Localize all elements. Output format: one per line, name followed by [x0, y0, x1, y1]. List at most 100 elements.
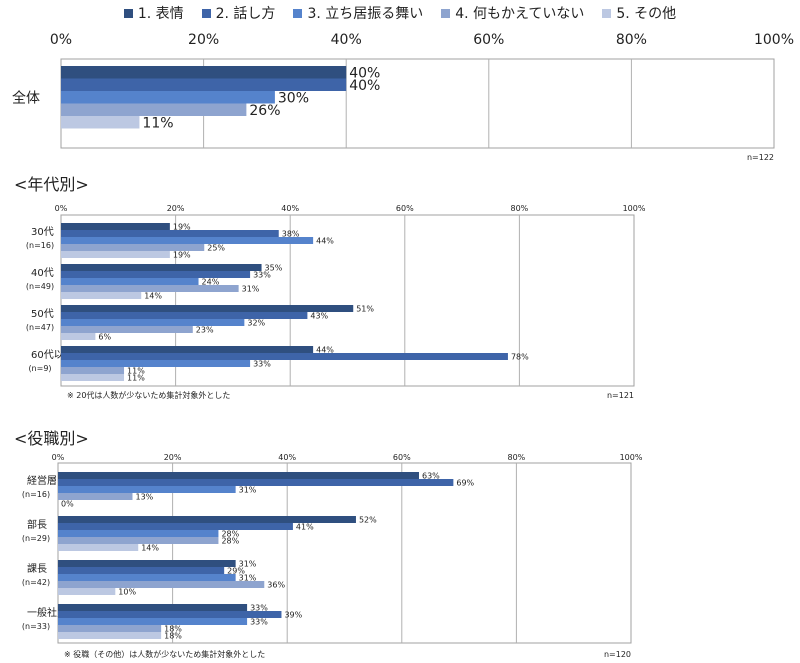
bar	[58, 625, 162, 632]
bar	[61, 271, 251, 278]
data-label: 28%	[221, 537, 239, 546]
tick-label: 100%	[620, 453, 643, 462]
tick-label: 80%	[511, 204, 529, 213]
bar	[61, 367, 125, 374]
data-label: 63%	[422, 472, 440, 481]
data-label: 31%	[239, 574, 257, 583]
data-label: 26%	[249, 103, 280, 119]
tick-label: 60%	[473, 32, 504, 48]
bar	[58, 493, 133, 500]
data-label: 51%	[356, 305, 374, 314]
bar	[58, 632, 162, 639]
category-label: 全体	[12, 89, 40, 106]
legend-label: 2. 話し方	[215, 6, 276, 22]
data-label: 69%	[456, 479, 474, 488]
bar	[58, 618, 248, 625]
bar	[61, 333, 96, 340]
legend-item: 5. その他	[602, 3, 676, 23]
data-label: 78%	[511, 353, 529, 362]
footnote: ※ 20代は人数が少ないため集計対象外とした	[67, 390, 230, 400]
bar	[58, 567, 225, 574]
data-label: 30%	[278, 91, 309, 107]
bar	[58, 523, 293, 530]
tick-label: 40%	[331, 32, 362, 48]
bar	[61, 103, 247, 116]
tick-label: 0%	[55, 204, 68, 213]
bar	[58, 588, 116, 595]
category-label: 30代	[31, 226, 54, 238]
category-sublabel: (n=16)	[26, 241, 54, 250]
legend-label: 4. 何もかえていない	[455, 6, 585, 22]
bar	[61, 305, 354, 312]
tick-label: 40%	[281, 204, 299, 213]
category-sublabel: (n=16)	[22, 490, 50, 499]
chart-legend: 1. 表情 2. 話し方 3. 立ち居振る舞い 4. 何もかえていない 5. その他	[0, 3, 800, 23]
category-sublabel: (n=49)	[26, 282, 54, 291]
footnote: ※ 役職（その他）は人数が少ないため集計対象外とした	[64, 649, 265, 659]
legend-label: 3. 立ち居振る舞い	[307, 6, 424, 22]
legend-label: 1. 表情	[137, 6, 184, 22]
legend-label: 5. その他	[616, 6, 677, 22]
bar	[58, 537, 219, 544]
sample-size-label: n=120	[604, 650, 631, 659]
bar	[61, 346, 314, 353]
bar	[58, 544, 139, 551]
category-label: 経営層	[27, 474, 57, 487]
bar	[58, 516, 356, 523]
data-label: 33%	[250, 618, 268, 627]
legend-swatch	[293, 8, 303, 18]
section-title-age: <年代別>	[14, 175, 89, 194]
data-label: 33%	[253, 271, 271, 280]
sample-size-label: n=121	[607, 391, 634, 400]
bar	[61, 251, 170, 258]
data-label: 28%	[221, 530, 239, 539]
data-label: 0%	[61, 500, 74, 509]
section-title-position: <役職別>	[14, 429, 89, 448]
category-sublabel: (n=29)	[22, 534, 50, 543]
data-label: 18%	[164, 625, 182, 634]
data-label: 52%	[359, 516, 377, 525]
bar	[61, 374, 125, 381]
bar	[61, 353, 508, 360]
category-label: 課長	[27, 562, 47, 575]
bar	[58, 581, 265, 588]
bar	[61, 278, 199, 285]
bar	[61, 244, 205, 251]
category-sublabel: (n=42)	[22, 578, 50, 587]
tick-label: 0%	[52, 453, 65, 462]
data-label: 31%	[242, 285, 260, 294]
tick-label: 80%	[508, 453, 526, 462]
data-label: 39%	[284, 611, 302, 620]
data-label: 29%	[227, 567, 245, 576]
data-label: 44%	[316, 346, 334, 355]
tick-label: 100%	[623, 204, 646, 213]
legend-swatch	[441, 8, 451, 18]
bar	[61, 360, 251, 367]
tick-label: 20%	[188, 32, 219, 48]
bar	[58, 611, 282, 618]
plot-area-1	[60, 214, 635, 387]
tick-label: 20%	[164, 453, 182, 462]
bar	[61, 116, 140, 129]
data-label: 35%	[265, 264, 283, 273]
data-label: 23%	[196, 326, 214, 335]
bar	[58, 479, 454, 486]
data-label: 6%	[98, 333, 111, 342]
bar	[58, 560, 236, 567]
bar	[61, 78, 347, 91]
data-label: 40%	[349, 78, 380, 94]
bar	[58, 530, 219, 537]
data-label: 43%	[310, 312, 328, 321]
data-label: 31%	[239, 486, 257, 495]
data-label: 25%	[207, 244, 225, 253]
bar	[61, 66, 347, 79]
data-label: 18%	[164, 632, 182, 641]
data-label: 11%	[127, 374, 145, 383]
data-label: 24%	[202, 278, 220, 287]
tick-label: 40%	[278, 453, 296, 462]
data-label: 33%	[250, 604, 268, 613]
legend-swatch	[123, 8, 133, 18]
data-label: 19%	[173, 251, 191, 260]
tick-label: 0%	[50, 32, 72, 48]
legend-swatch	[201, 8, 211, 18]
